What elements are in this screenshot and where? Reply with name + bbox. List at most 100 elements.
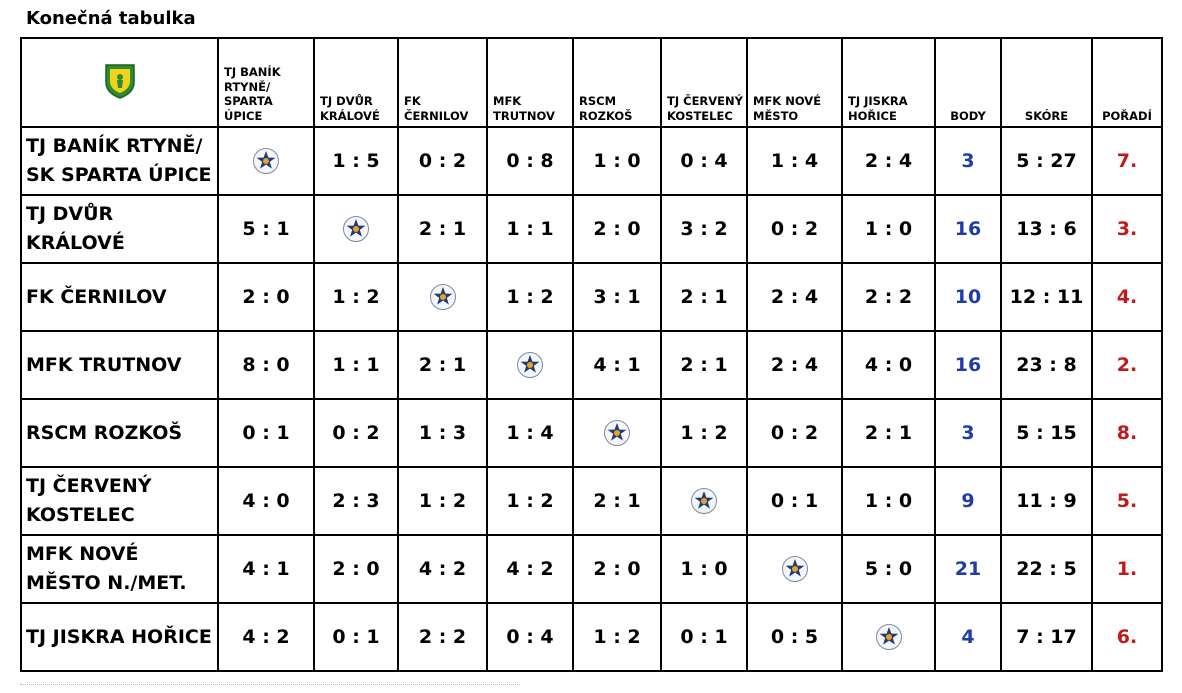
match-result: 4 : 0 xyxy=(841,330,936,400)
header-team: TJ JISKRA HOŘICE xyxy=(841,37,936,128)
football-icon xyxy=(781,556,808,582)
points-value: 21 xyxy=(934,534,1002,604)
team-name: TJ BANÍK RTYNĚ/ SK SPARTA ÚPICE xyxy=(20,126,219,196)
rank-value: 6. xyxy=(1091,602,1163,672)
self-match-cell xyxy=(746,534,843,604)
rank-value: 2. xyxy=(1091,330,1163,400)
match-result: 1 : 2 xyxy=(660,398,748,468)
header-team: MFK NOVÉ MĚSTO xyxy=(746,37,843,128)
football-icon xyxy=(517,352,543,378)
match-result: 1 : 5 xyxy=(313,126,399,196)
self-match-cell xyxy=(397,262,488,332)
match-result: 0 : 2 xyxy=(746,398,843,468)
match-result: 0 : 2 xyxy=(746,194,843,264)
match-result: 1 : 2 xyxy=(397,466,488,536)
points-value: 3 xyxy=(934,398,1002,468)
match-result: 2 : 4 xyxy=(746,262,843,332)
rank-value: 3. xyxy=(1091,194,1163,264)
match-result: 1 : 1 xyxy=(313,330,399,400)
match-result: 0 : 4 xyxy=(486,602,574,672)
match-result: 2 : 1 xyxy=(397,330,488,400)
match-result: 4 : 1 xyxy=(217,534,315,604)
logo-cell xyxy=(20,37,219,128)
points-value: 4 xyxy=(934,602,1002,672)
points-value: 16 xyxy=(934,194,1002,264)
match-result: 1 : 0 xyxy=(660,534,748,604)
match-result: 5 : 0 xyxy=(841,534,936,604)
match-result: 1 : 3 xyxy=(397,398,488,468)
header-team: FK ČERNILOV xyxy=(397,37,488,128)
match-result: 1 : 0 xyxy=(572,126,662,196)
match-result: 0 : 1 xyxy=(746,466,843,536)
self-match-cell xyxy=(313,194,399,264)
match-result: 3 : 2 xyxy=(660,194,748,264)
football-icon xyxy=(253,148,279,174)
match-result: 1 : 2 xyxy=(572,602,662,672)
match-result: 2 : 2 xyxy=(397,602,488,672)
match-result: 2 : 1 xyxy=(660,262,748,332)
score-value: 5 : 15 xyxy=(1000,398,1093,468)
team-name: TJ ČERVENÝ KOSTELEC xyxy=(20,466,219,536)
football-icon xyxy=(429,284,456,310)
match-result: 0 : 5 xyxy=(746,602,843,672)
match-result: 2 : 3 xyxy=(313,466,399,536)
standings-table: TJ BANÍK RTYNĚ/ SPARTA ÚPICE TJ DVŮR KRÁ… xyxy=(20,37,1163,672)
self-match-cell xyxy=(486,330,574,400)
match-result: 0 : 2 xyxy=(313,398,399,468)
header-team: RSCM ROZKOŠ xyxy=(572,37,662,128)
team-name: MFK NOVÉ MĚSTO N./MET. xyxy=(20,534,219,604)
points-value: 10 xyxy=(934,262,1002,332)
rank-value: 4. xyxy=(1091,262,1163,332)
rank-value: 7. xyxy=(1091,126,1163,196)
football-icon xyxy=(604,420,630,446)
points-value: 3 xyxy=(934,126,1002,196)
score-value: 11 : 9 xyxy=(1000,466,1093,536)
match-result: 1 : 2 xyxy=(486,262,574,332)
match-result: 0 : 4 xyxy=(660,126,748,196)
team-name: MFK TRUTNOV xyxy=(20,330,219,400)
match-result: 1 : 0 xyxy=(841,466,936,536)
points-value: 9 xyxy=(934,466,1002,536)
match-result: 2 : 1 xyxy=(660,330,748,400)
score-value: 5 : 27 xyxy=(1000,126,1093,196)
page-title: Konečná tabulka xyxy=(26,8,196,29)
score-value: 13 : 6 xyxy=(1000,194,1093,264)
self-match-cell xyxy=(660,466,748,536)
score-value: 7 : 17 xyxy=(1000,602,1093,672)
match-result: 2 : 4 xyxy=(746,330,843,400)
score-value: 12 : 11 xyxy=(1000,262,1093,332)
self-match-cell xyxy=(572,398,662,468)
match-result: 1 : 4 xyxy=(486,398,574,468)
match-result: 0 : 1 xyxy=(217,398,315,468)
match-result: 4 : 2 xyxy=(397,534,488,604)
header-score: SKÓRE xyxy=(1000,37,1093,128)
match-result: 2 : 1 xyxy=(841,398,936,468)
match-result: 4 : 2 xyxy=(486,534,574,604)
match-result: 2 : 0 xyxy=(572,194,662,264)
rank-value: 5. xyxy=(1091,466,1163,536)
match-result: 2 : 2 xyxy=(841,262,936,332)
match-result: 0 : 8 xyxy=(486,126,574,196)
match-result: 2 : 1 xyxy=(572,466,662,536)
team-name: TJ JISKRA HOŘICE xyxy=(20,602,219,672)
match-result: 1 : 4 xyxy=(746,126,843,196)
team-name: FK ČERNILOV xyxy=(20,262,219,332)
match-result: 2 : 0 xyxy=(217,262,315,332)
match-result: 4 : 2 xyxy=(217,602,315,672)
match-result: 1 : 1 xyxy=(486,194,574,264)
table-row: TJ BANÍK RTYNĚ/ SK SPARTA ÚPICE 1 : 5 0 : … xyxy=(20,126,1163,196)
footer-divider xyxy=(20,684,520,688)
match-result: 4 : 0 xyxy=(217,466,315,536)
match-result: 0 : 1 xyxy=(313,602,399,672)
header-team: TJ ČERVENÝ KOSTELEC xyxy=(660,37,748,128)
header-rank: POŘADÍ xyxy=(1091,37,1163,128)
club-crest-logo xyxy=(104,64,135,99)
header-team: TJ BANÍK RTYNĚ/ SPARTA ÚPICE xyxy=(217,37,315,128)
rank-value: 8. xyxy=(1091,398,1163,468)
match-result: 0 : 1 xyxy=(660,602,748,672)
